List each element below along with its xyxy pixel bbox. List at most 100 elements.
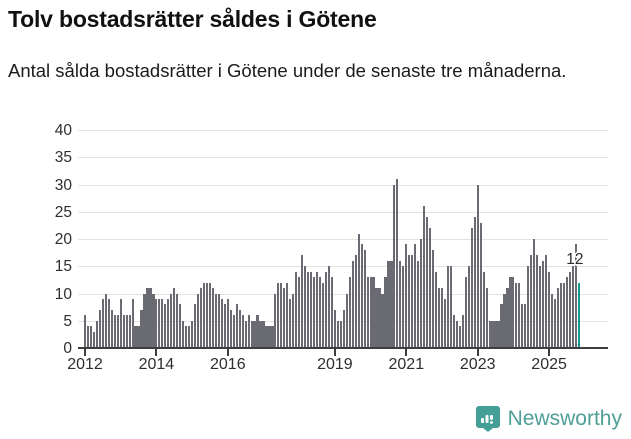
bar[interactable]	[539, 266, 542, 348]
newsworthy-logo[interactable]: Newsworthy	[475, 405, 622, 433]
bar[interactable]	[167, 298, 170, 348]
bar[interactable]	[143, 293, 146, 348]
bar[interactable]	[408, 255, 411, 348]
bar[interactable]	[244, 320, 247, 348]
bar[interactable]	[405, 244, 408, 348]
bar[interactable]	[182, 320, 185, 348]
bar[interactable]	[562, 282, 566, 348]
bar[interactable]	[146, 288, 149, 348]
bar[interactable]	[164, 304, 167, 348]
bar[interactable]	[542, 260, 545, 348]
bar[interactable]	[518, 282, 521, 348]
bar[interactable]	[437, 288, 441, 348]
bar[interactable]	[307, 271, 310, 348]
bar[interactable]	[256, 315, 259, 348]
bar[interactable]	[515, 282, 518, 348]
bar[interactable]	[479, 222, 482, 348]
bar[interactable]	[158, 298, 161, 348]
bar[interactable]	[298, 277, 301, 348]
bar[interactable]	[131, 298, 134, 348]
bar[interactable]	[214, 293, 217, 348]
bar[interactable]	[548, 271, 551, 348]
bar[interactable]	[550, 293, 554, 348]
bar[interactable]	[458, 326, 461, 348]
bar[interactable]	[280, 282, 283, 348]
bar[interactable]	[321, 282, 325, 348]
bar[interactable]	[482, 271, 485, 348]
bar[interactable]	[545, 255, 548, 348]
bar[interactable]	[417, 260, 420, 348]
bar[interactable]	[223, 304, 226, 348]
bar[interactable]	[574, 244, 577, 348]
bar[interactable]	[125, 315, 128, 348]
bar[interactable]	[506, 288, 509, 348]
bar[interactable]	[449, 266, 452, 348]
bar[interactable]	[443, 298, 447, 348]
bar[interactable]	[208, 282, 212, 348]
bar[interactable]	[378, 288, 381, 348]
bar[interactable]	[327, 266, 331, 348]
bar[interactable]	[360, 244, 363, 348]
bar[interactable]	[354, 255, 357, 348]
bar[interactable]	[476, 184, 479, 348]
bar[interactable]	[336, 320, 339, 348]
bar[interactable]	[339, 320, 342, 348]
bar[interactable]	[119, 298, 122, 348]
bar[interactable]	[211, 288, 214, 348]
bar[interactable]	[286, 282, 289, 348]
bar[interactable]	[170, 293, 173, 348]
bar[interactable]	[488, 320, 491, 348]
bar[interactable]	[491, 320, 494, 348]
bar[interactable]	[205, 282, 209, 348]
bar[interactable]	[191, 320, 194, 348]
bar[interactable]	[411, 255, 414, 348]
bar[interactable]	[217, 293, 220, 348]
bar[interactable]	[116, 315, 119, 348]
bar[interactable]	[301, 255, 304, 348]
bar[interactable]	[434, 271, 438, 348]
bar[interactable]	[199, 288, 203, 348]
bar[interactable]	[402, 266, 405, 348]
bar[interactable]	[420, 239, 423, 348]
bar[interactable]	[196, 293, 200, 348]
bar[interactable]	[274, 293, 277, 348]
bar[interactable]	[399, 260, 402, 348]
bar[interactable]	[473, 217, 476, 348]
bar[interactable]	[268, 326, 271, 348]
bar[interactable]	[452, 315, 455, 348]
bar[interactable]	[375, 288, 378, 348]
bar[interactable]	[372, 277, 375, 348]
bar[interactable]	[113, 315, 116, 348]
bar[interactable]	[193, 304, 197, 348]
bar[interactable]	[431, 249, 435, 348]
bar[interactable]	[485, 288, 488, 348]
bar[interactable]	[414, 244, 417, 348]
bar[interactable]	[149, 288, 152, 348]
bar[interactable]	[530, 255, 533, 348]
bar[interactable]	[188, 326, 191, 348]
bar[interactable]	[259, 320, 262, 348]
bar[interactable]	[521, 304, 524, 348]
bar[interactable]	[342, 309, 345, 348]
bar[interactable]	[318, 277, 322, 348]
bar[interactable]	[509, 277, 512, 348]
bar[interactable]	[440, 288, 444, 348]
bar-current[interactable]	[577, 282, 580, 348]
bar[interactable]	[348, 277, 351, 348]
bar[interactable]	[461, 315, 464, 348]
bar[interactable]	[464, 277, 467, 348]
bar[interactable]	[155, 298, 158, 348]
bar[interactable]	[536, 255, 539, 348]
bar[interactable]	[312, 277, 316, 348]
bar[interactable]	[277, 282, 280, 348]
bar[interactable]	[494, 320, 497, 348]
bar[interactable]	[107, 298, 110, 348]
bar[interactable]	[229, 309, 232, 348]
bar[interactable]	[185, 326, 188, 348]
bar[interactable]	[455, 320, 458, 348]
bar[interactable]	[137, 326, 140, 348]
bar[interactable]	[467, 266, 470, 348]
bar[interactable]	[396, 179, 399, 348]
bar[interactable]	[315, 271, 319, 348]
bar[interactable]	[122, 315, 125, 348]
